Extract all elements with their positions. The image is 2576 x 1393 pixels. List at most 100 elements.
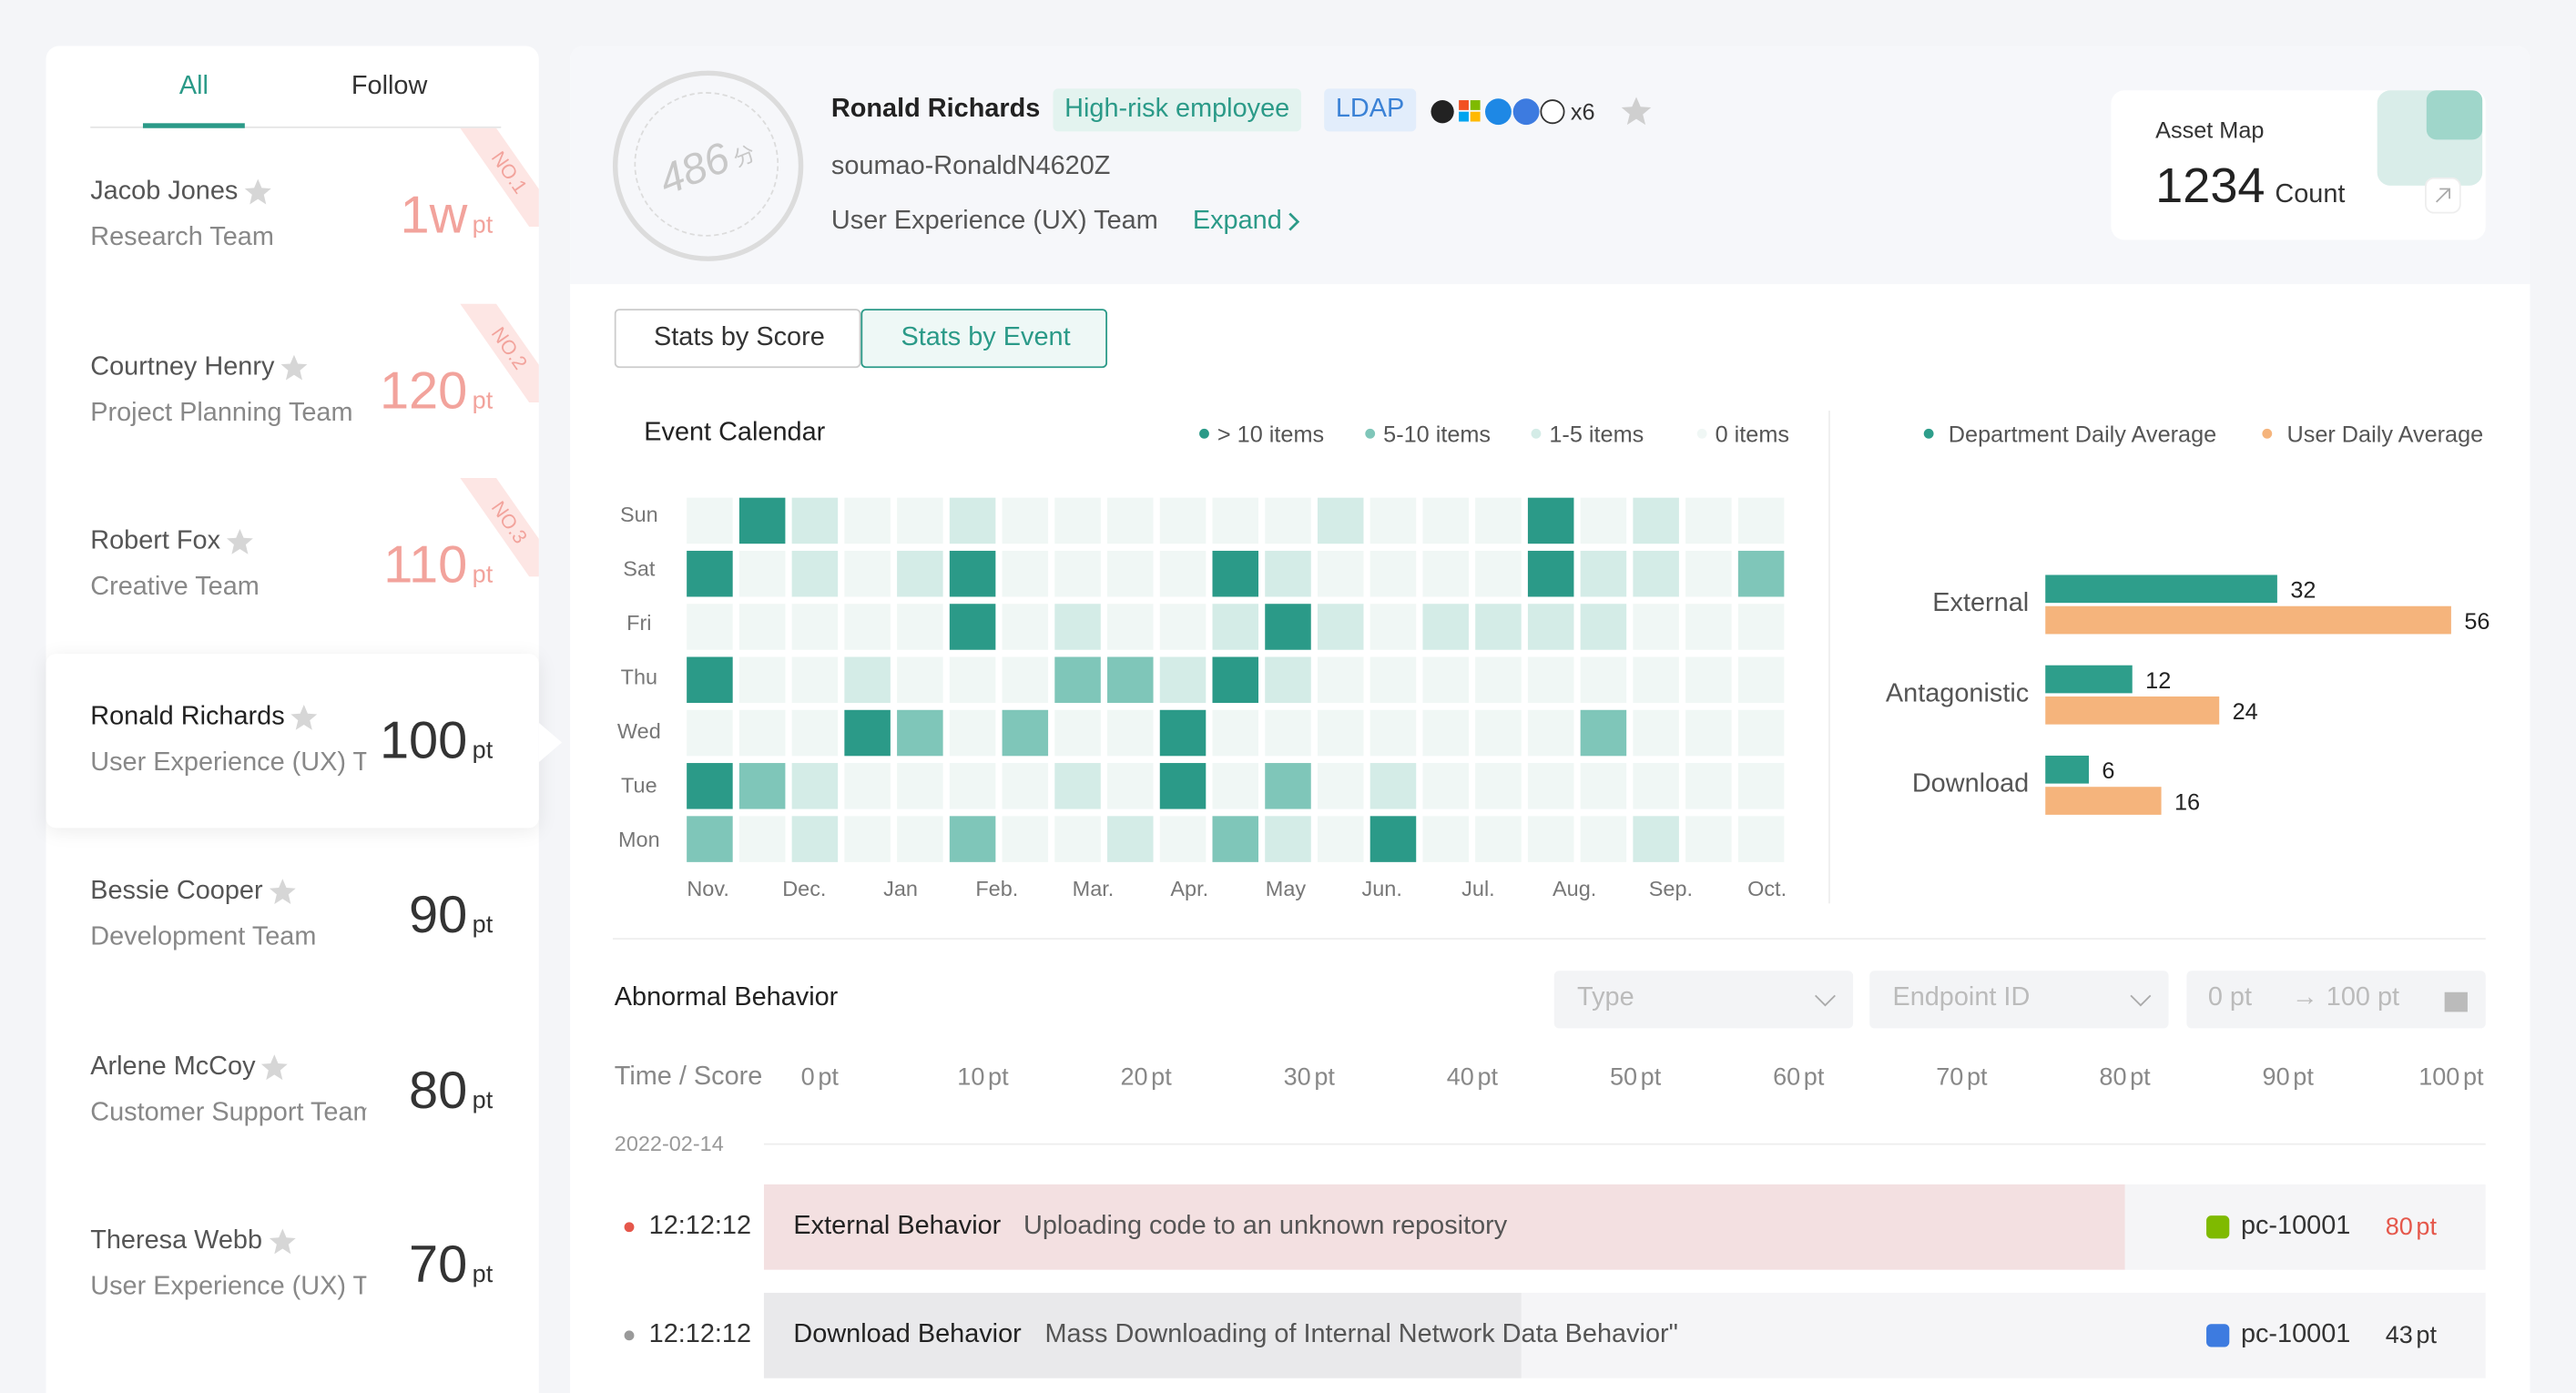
bar-value: 16 xyxy=(2174,788,2201,815)
event-score-bar xyxy=(763,1184,2125,1270)
calendar-cell xyxy=(1580,497,1627,544)
calendar-cell xyxy=(687,604,733,650)
calendar-cell xyxy=(1527,709,1574,757)
calendar-cell xyxy=(897,763,943,809)
month-label: Jan xyxy=(883,876,918,901)
calendar-cell xyxy=(1527,604,1574,650)
legend-dot xyxy=(1365,428,1376,439)
section-divider xyxy=(612,938,2486,941)
tick-value: 100 xyxy=(2418,1063,2460,1092)
person-name[interactable]: Arlene McCoy xyxy=(90,1052,256,1081)
calendar-cell xyxy=(1054,816,1101,862)
score-unit: pt xyxy=(472,736,494,764)
star[interactable] xyxy=(225,527,254,556)
person-name[interactable]: Bessie Cooper xyxy=(90,877,263,906)
calendar-cell xyxy=(1475,816,1522,862)
filter-select[interactable]: Endpoint ID xyxy=(1869,971,2169,1029)
icon-shape xyxy=(2206,1324,2230,1347)
calendar-cell xyxy=(1422,604,1469,650)
tab-follow[interactable]: Follow xyxy=(351,72,428,101)
calendar-cell xyxy=(1633,763,1679,809)
calendar-cell xyxy=(1265,550,1311,597)
event-date: 2022-02-14 xyxy=(614,1131,724,1156)
person-score: 100 pt xyxy=(380,709,493,770)
category-label: Download xyxy=(1911,770,2030,798)
filter-chevron xyxy=(1815,994,1836,1007)
score-value: 70 xyxy=(409,1234,468,1294)
event-score-value: 80 xyxy=(2385,1213,2413,1242)
event-type[interactable]: Download Behavior xyxy=(793,1320,1022,1349)
asset-map-link[interactable] xyxy=(2425,177,2461,214)
calendar-cell xyxy=(1475,656,1522,704)
score-value: 100 xyxy=(379,709,468,769)
star-shape xyxy=(269,1228,296,1255)
tab-all[interactable]: All xyxy=(178,72,209,101)
endpoint-icon xyxy=(2206,1324,2230,1347)
star[interactable] xyxy=(260,1052,289,1082)
person-team: Project Planning Team xyxy=(90,398,353,427)
score-value: 80 xyxy=(409,1059,468,1119)
calendar-cell xyxy=(1002,709,1049,757)
selected-pointer xyxy=(538,722,563,763)
event-score-value: 43 xyxy=(2385,1321,2413,1350)
person-name[interactable]: Courtney Henry xyxy=(90,352,275,381)
score-tick: 50 pt xyxy=(1610,1063,1661,1092)
star[interactable] xyxy=(268,877,297,906)
follow-star[interactable] xyxy=(1620,96,1653,128)
star[interactable] xyxy=(243,178,272,207)
star[interactable] xyxy=(280,352,309,381)
calendar-cell xyxy=(1159,604,1207,650)
tick-unit: pt xyxy=(818,1063,839,1092)
calendar-cell xyxy=(1685,604,1732,650)
calendar-cell xyxy=(844,604,891,650)
person-name[interactable]: Jacob Jones xyxy=(90,177,239,206)
expand-link[interactable]: Expand xyxy=(1192,207,1282,236)
calendar-cell xyxy=(1422,497,1469,544)
calendar-cell xyxy=(949,816,996,862)
person-name[interactable]: Theresa Webb xyxy=(90,1226,263,1256)
calendar-cell xyxy=(1159,656,1207,704)
calendar-cell xyxy=(1633,709,1679,757)
employee-name: Ronald Richards xyxy=(830,95,1041,124)
calendar-cell xyxy=(1054,604,1101,650)
calendar-cell xyxy=(687,656,733,704)
calendar-cell xyxy=(1212,550,1259,597)
event-score: 80 pt xyxy=(2386,1213,2437,1241)
filter-select[interactable]: Type xyxy=(1553,971,1854,1029)
chevron-shape xyxy=(1288,212,1300,231)
calendar-cell xyxy=(1054,763,1101,809)
calendar-cell xyxy=(1212,763,1259,809)
calendar-cell xyxy=(738,763,786,809)
person-name[interactable]: Robert Fox xyxy=(90,527,221,555)
calendar-cell xyxy=(1317,604,1364,650)
calendar-cell xyxy=(1737,550,1785,597)
calendar-cell xyxy=(1369,763,1417,809)
calendar-cell xyxy=(1369,604,1417,650)
calendar-cell xyxy=(1685,709,1732,757)
tick-value: 90 xyxy=(2262,1063,2290,1092)
tab-divider xyxy=(90,126,502,128)
calendar-cell xyxy=(1265,816,1311,862)
event-type[interactable]: External Behavior xyxy=(793,1212,1002,1241)
score-tick: 20 pt xyxy=(1120,1063,1171,1092)
star[interactable] xyxy=(290,702,319,731)
score-range[interactable]: 0 pt → 100 pt xyxy=(2186,971,2486,1029)
person-name[interactable]: Ronald Richards xyxy=(90,702,285,730)
calendar-cell xyxy=(1422,763,1469,809)
calendar-cell xyxy=(1002,550,1049,597)
star[interactable] xyxy=(268,1227,297,1256)
score-unit: pt xyxy=(472,210,494,239)
stats-tab[interactable]: Stats by Score xyxy=(614,309,861,369)
calendar-cell xyxy=(1107,497,1154,544)
calendar-cell xyxy=(844,656,891,704)
calendar-cell xyxy=(949,550,996,597)
stats-tab[interactable]: Stats by Event xyxy=(860,309,1108,369)
selected-item[interactable] xyxy=(46,654,539,829)
calendar-cell xyxy=(1633,497,1679,544)
calendar-cell xyxy=(1054,550,1101,597)
month-label: May xyxy=(1265,876,1307,901)
calendar-cell xyxy=(1159,550,1207,597)
tab-underline xyxy=(142,123,245,128)
